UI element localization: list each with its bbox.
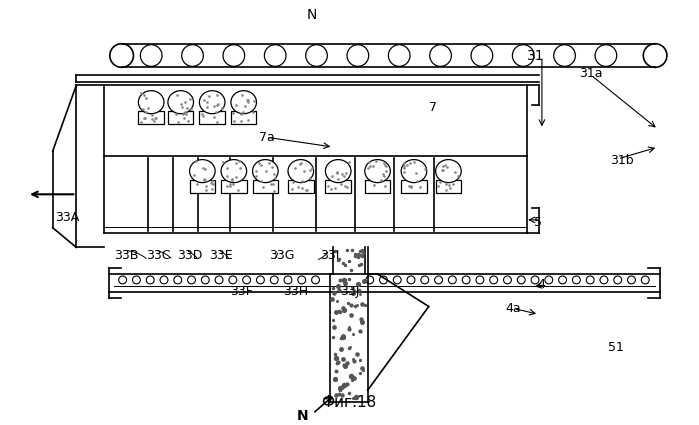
Circle shape xyxy=(243,276,250,284)
Circle shape xyxy=(430,45,452,66)
Circle shape xyxy=(643,44,667,67)
Circle shape xyxy=(187,276,196,284)
Circle shape xyxy=(512,45,534,66)
Circle shape xyxy=(471,45,493,66)
Circle shape xyxy=(462,276,470,284)
Ellipse shape xyxy=(401,159,427,183)
Circle shape xyxy=(119,276,127,284)
Text: 33J: 33J xyxy=(340,285,359,298)
Circle shape xyxy=(572,276,580,284)
Ellipse shape xyxy=(138,91,164,114)
Text: 33C: 33C xyxy=(146,249,171,262)
Bar xyxy=(138,111,164,125)
Text: 33D: 33D xyxy=(177,249,202,262)
Bar xyxy=(288,180,314,193)
Circle shape xyxy=(110,44,134,67)
Text: 7a: 7a xyxy=(259,131,275,144)
Ellipse shape xyxy=(231,91,257,114)
Bar xyxy=(221,180,247,193)
Circle shape xyxy=(133,276,140,284)
Circle shape xyxy=(421,276,428,284)
Circle shape xyxy=(223,45,245,66)
Bar xyxy=(231,111,257,125)
Text: N: N xyxy=(307,8,317,22)
Text: 33H: 33H xyxy=(283,285,308,298)
Circle shape xyxy=(628,276,635,284)
Text: 31a: 31a xyxy=(579,67,603,80)
Circle shape xyxy=(298,276,305,284)
Circle shape xyxy=(559,276,566,284)
Ellipse shape xyxy=(221,159,247,183)
Text: 33F: 33F xyxy=(230,285,253,298)
Circle shape xyxy=(140,45,162,66)
Circle shape xyxy=(449,276,456,284)
Circle shape xyxy=(215,276,223,284)
Text: 33A: 33A xyxy=(55,211,79,224)
Circle shape xyxy=(160,276,168,284)
Text: 7: 7 xyxy=(428,101,437,114)
Circle shape xyxy=(394,276,401,284)
Bar xyxy=(326,180,351,193)
Circle shape xyxy=(435,276,442,284)
Text: 33B: 33B xyxy=(114,249,138,262)
Text: 4: 4 xyxy=(537,278,545,292)
Ellipse shape xyxy=(288,159,314,183)
Text: 33G: 33G xyxy=(269,249,295,262)
Bar xyxy=(401,180,427,193)
Text: 4a: 4a xyxy=(505,302,521,315)
Circle shape xyxy=(174,276,182,284)
Bar xyxy=(189,180,215,193)
Circle shape xyxy=(407,276,415,284)
Circle shape xyxy=(201,276,209,284)
Bar xyxy=(365,180,390,193)
Bar xyxy=(435,180,461,193)
Circle shape xyxy=(554,45,575,66)
Circle shape xyxy=(595,45,617,66)
Text: Фиг.18: Фиг.18 xyxy=(322,395,377,411)
Bar xyxy=(168,111,194,125)
Circle shape xyxy=(531,276,539,284)
Bar xyxy=(199,111,225,125)
Circle shape xyxy=(366,276,373,284)
Circle shape xyxy=(264,45,286,66)
Circle shape xyxy=(641,276,649,284)
Circle shape xyxy=(182,45,203,66)
Text: 5: 5 xyxy=(534,216,542,230)
Circle shape xyxy=(380,276,387,284)
Circle shape xyxy=(271,276,278,284)
Circle shape xyxy=(347,45,368,66)
Ellipse shape xyxy=(168,91,194,114)
Ellipse shape xyxy=(435,159,461,183)
Circle shape xyxy=(545,276,553,284)
Text: 51: 51 xyxy=(608,341,624,354)
Ellipse shape xyxy=(189,159,215,183)
Circle shape xyxy=(389,45,410,66)
Circle shape xyxy=(503,276,512,284)
Circle shape xyxy=(517,276,525,284)
Text: N: N xyxy=(297,409,309,423)
Circle shape xyxy=(614,276,621,284)
Circle shape xyxy=(305,45,327,66)
Circle shape xyxy=(490,276,498,284)
Circle shape xyxy=(600,276,608,284)
Bar xyxy=(252,180,278,193)
Circle shape xyxy=(284,276,292,284)
Ellipse shape xyxy=(326,159,351,183)
Text: 33E: 33E xyxy=(209,249,233,262)
Ellipse shape xyxy=(252,159,278,183)
Circle shape xyxy=(229,276,237,284)
Circle shape xyxy=(146,276,154,284)
Circle shape xyxy=(257,276,264,284)
Text: 31b: 31b xyxy=(610,154,633,167)
Text: 33I: 33I xyxy=(320,249,340,262)
Text: 31: 31 xyxy=(527,48,545,62)
Circle shape xyxy=(476,276,484,284)
Circle shape xyxy=(586,276,594,284)
Ellipse shape xyxy=(199,91,225,114)
Circle shape xyxy=(312,276,319,284)
Ellipse shape xyxy=(365,159,390,183)
